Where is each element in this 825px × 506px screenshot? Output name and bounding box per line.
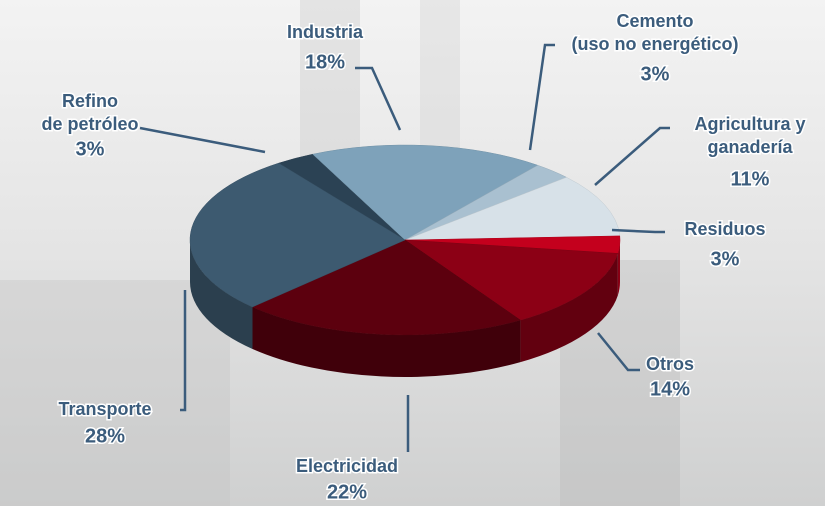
- slice: [312, 144, 539, 241]
- label-line: Transporte: [58, 399, 151, 419]
- slice: [189, 162, 406, 308]
- label-line: de petróleo: [41, 114, 138, 134]
- leader-line: [528, 43, 555, 151]
- value-label: 14%: [650, 378, 690, 400]
- slice-side: [617, 240, 620, 296]
- label-line: Industria: [287, 22, 364, 42]
- slice-side: [190, 240, 253, 349]
- label-line: Residuos: [684, 219, 765, 239]
- slice: [404, 239, 619, 321]
- value-label: 3%: [711, 248, 740, 270]
- category-label: Electricidad: [296, 456, 398, 476]
- category-label: Refino de petróleo: [41, 91, 138, 134]
- slice: [251, 239, 522, 336]
- label-line: ganadería: [707, 137, 793, 157]
- leader-line: [611, 228, 665, 234]
- category-label: Agricultura y ganadería: [694, 114, 805, 157]
- pie-tops: [189, 144, 621, 336]
- label-line: Otros: [646, 354, 694, 374]
- label-line: Refino: [62, 91, 118, 111]
- slice-side: [252, 306, 521, 377]
- value-label: 3%: [641, 63, 670, 85]
- label-line: Electricidad: [296, 456, 398, 476]
- leader-line: [597, 332, 640, 372]
- slice-side: [520, 253, 618, 363]
- value-label: 3%: [76, 138, 105, 160]
- value-label: 22%: [327, 481, 367, 503]
- leader-line: [355, 66, 402, 131]
- category-label: Transporte: [58, 399, 151, 419]
- value-label: 28%: [85, 425, 125, 447]
- slice: [404, 177, 621, 241]
- background-structure: [0, 0, 680, 506]
- label-line: Agricultura y: [694, 114, 805, 134]
- leader-line: [139, 126, 266, 154]
- category-label: Residuos: [684, 219, 765, 239]
- leader-line: [594, 126, 670, 186]
- labels: Refino de petróleo 3% Industria 18% Cemento (u…: [40, 9, 807, 505]
- pie-sides: [190, 240, 620, 377]
- label-line: (uso no energético): [571, 34, 738, 54]
- value-label: 11%: [731, 168, 770, 190]
- category-label: Cemento (uso no energético): [571, 11, 738, 54]
- label-line: Cemento: [616, 11, 693, 31]
- leader-line: [180, 290, 187, 412]
- value-label: 18%: [305, 51, 345, 73]
- category-label: Otros: [646, 354, 694, 374]
- category-label: Industria: [287, 22, 364, 42]
